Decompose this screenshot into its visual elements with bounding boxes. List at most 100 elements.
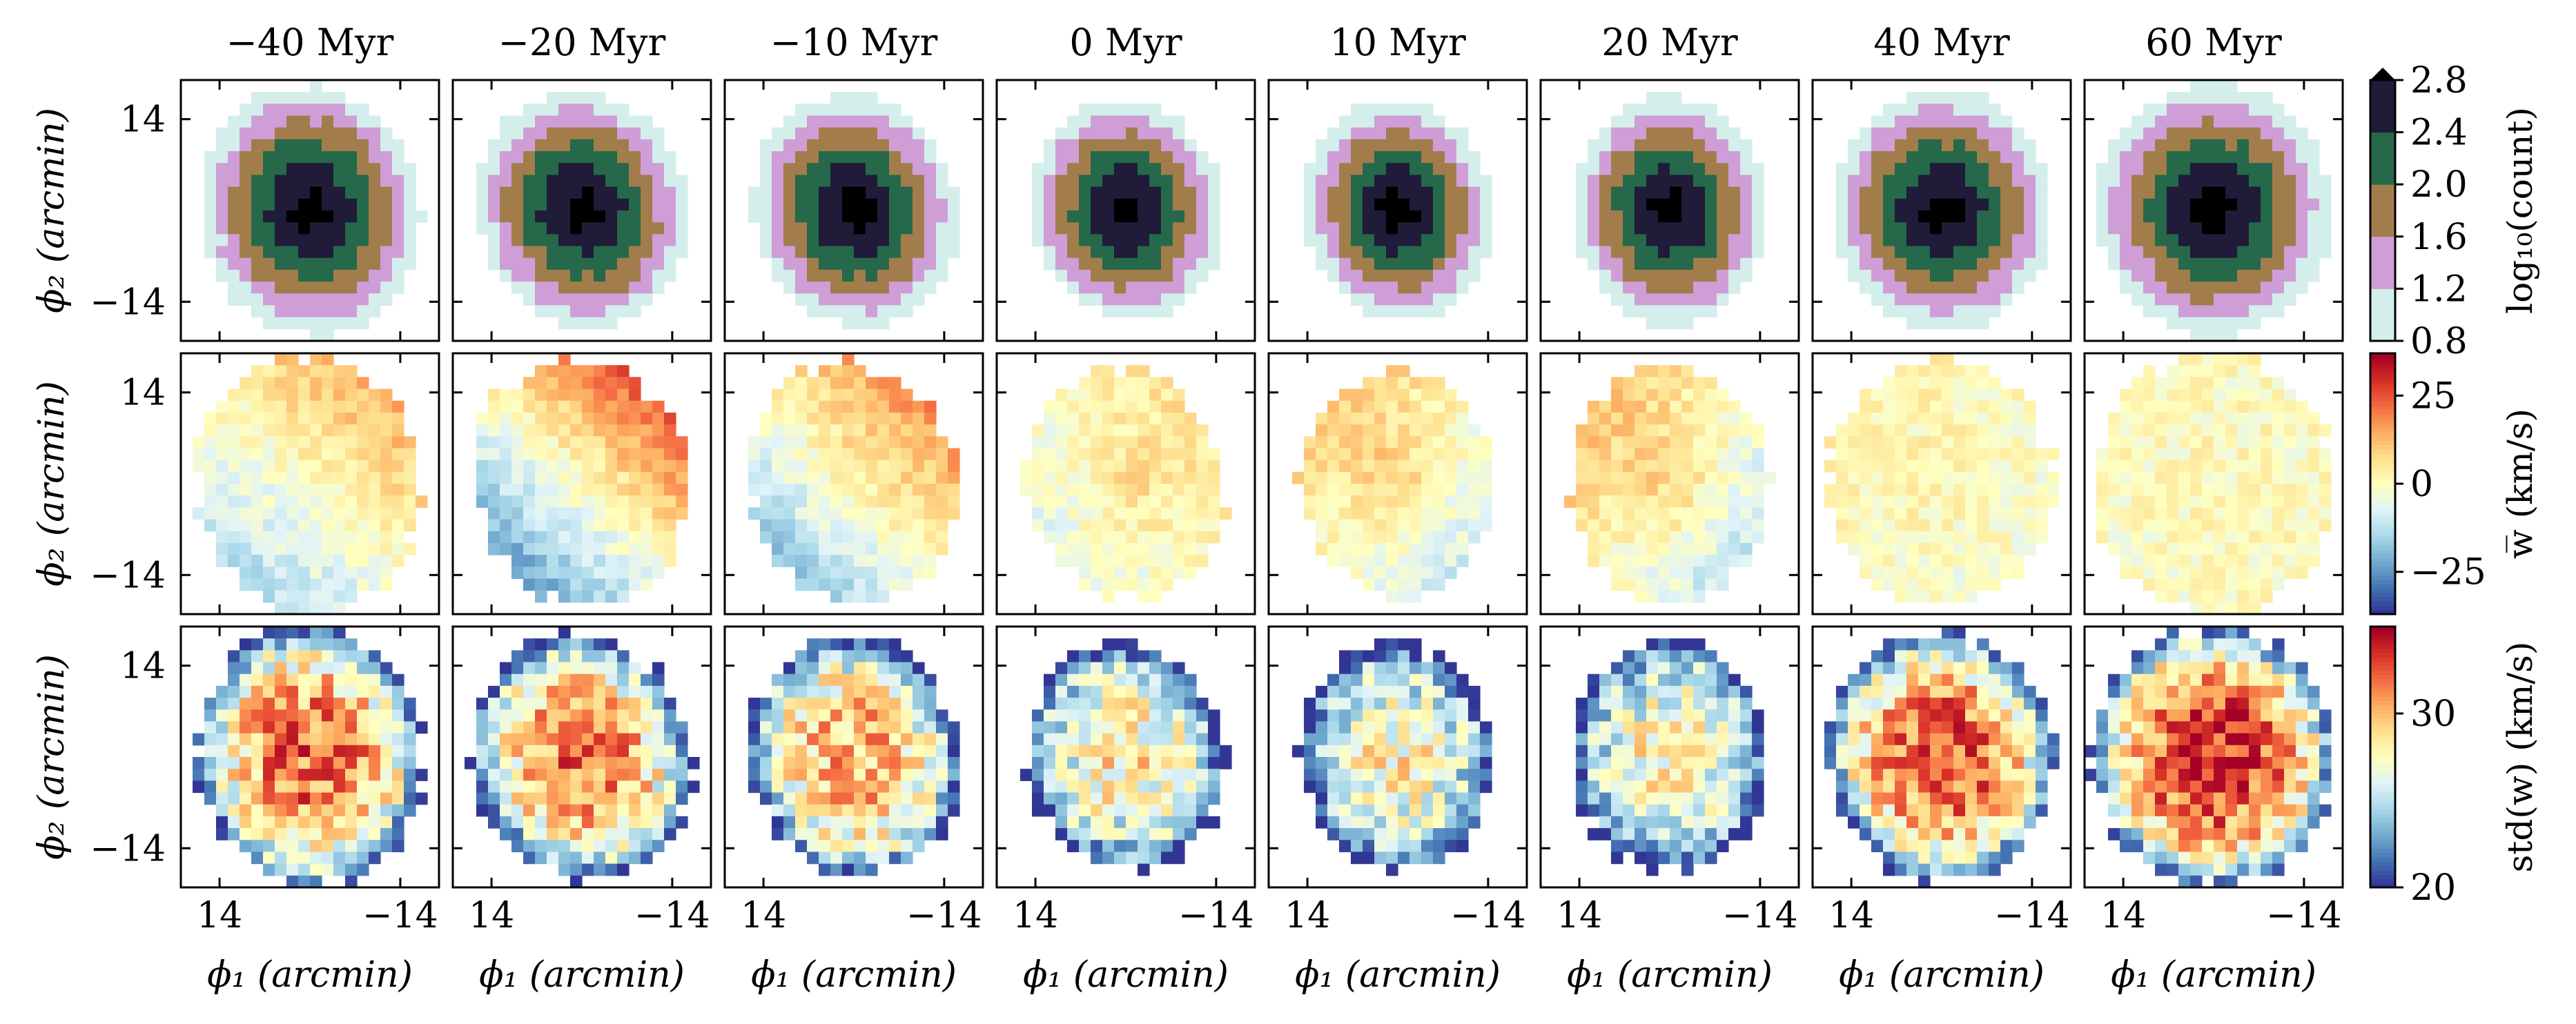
heatmap-cell — [2096, 471, 2109, 484]
heatmap-cell — [1906, 542, 1919, 555]
heatmap-cell — [1670, 127, 1682, 140]
heatmap-cell — [901, 269, 913, 282]
heatmap-cell — [807, 198, 819, 211]
heatmap-cell — [369, 127, 381, 140]
heatmap-cell — [866, 412, 878, 425]
heatmap-cell — [1456, 542, 1469, 555]
heatmap-cell — [1576, 436, 1588, 449]
heatmap-cell — [877, 222, 890, 235]
heatmap-cell — [1067, 282, 1080, 294]
heatmap-cell — [204, 448, 217, 461]
heatmap-cell — [2131, 377, 2144, 390]
heatmap-cell — [357, 163, 369, 176]
heatmap-cell — [558, 578, 571, 591]
heatmap-cell — [240, 828, 252, 840]
heatmap-cell — [2000, 139, 2013, 152]
heatmap-cell — [1576, 448, 1588, 461]
heatmap-cell — [866, 282, 878, 294]
heatmap-cell — [263, 163, 275, 176]
heatmap-cell — [1635, 400, 1647, 413]
heatmap-cell — [877, 531, 890, 544]
heatmap-cell — [2237, 555, 2250, 567]
heatmap-cell — [1067, 246, 1080, 259]
heatmap-cell — [1989, 519, 2001, 532]
heatmap-cell — [1079, 282, 1091, 294]
heatmap-cell — [641, 246, 653, 259]
heatmap-cell — [1149, 567, 1162, 580]
heatmap-cell — [1717, 269, 1729, 282]
heatmap-cell — [1623, 448, 1635, 461]
heatmap-cell — [2296, 175, 2308, 188]
heatmap-cell — [228, 210, 240, 223]
heatmap-cell — [1906, 412, 1919, 425]
heatmap-cell — [605, 305, 618, 318]
heatmap-cell — [2272, 269, 2285, 282]
heatmap-cell — [1433, 484, 1445, 496]
heatmap-cell — [2143, 234, 2156, 247]
panel-frame — [723, 352, 984, 616]
heatmap-cell — [807, 412, 819, 425]
heatmap-cell — [1374, 424, 1387, 437]
heatmap-cell — [547, 567, 559, 580]
heatmap-cell — [240, 471, 252, 484]
heatmap-cell — [310, 519, 322, 532]
heatmap-cell — [617, 210, 630, 223]
heatmap-cell — [1339, 400, 1352, 413]
heatmap-cell — [1576, 234, 1588, 247]
heatmap-cell — [1860, 519, 1872, 532]
heatmap-cell — [629, 424, 641, 437]
heatmap-cell — [594, 424, 606, 437]
heatmap-cell — [877, 317, 890, 330]
heatmap-cell — [866, 246, 878, 259]
heatmap-cell — [1740, 412, 1753, 425]
heatmap-cell — [2167, 377, 2179, 390]
heatmap-cell — [807, 115, 819, 128]
heatmap-cell — [2155, 590, 2167, 603]
heatmap-cell — [310, 578, 322, 591]
heatmap-cell — [523, 460, 536, 473]
heatmap-cell — [1114, 282, 1126, 294]
heatmap-cell — [1161, 222, 1173, 235]
heatmap-cell — [830, 127, 843, 140]
heatmap-cell — [1351, 293, 1363, 306]
heatmap-cell — [1599, 519, 1612, 532]
heatmap-cell — [1942, 590, 1954, 603]
heatmap-cell — [1883, 448, 1895, 461]
heatmap-cell — [1173, 495, 1185, 508]
heatmap-cell — [1161, 567, 1173, 580]
heatmap-cell — [511, 495, 524, 508]
heatmap-cell — [1055, 519, 1068, 532]
heatmap-cell — [2225, 186, 2238, 199]
heatmap-cell — [1126, 436, 1138, 449]
heatmap-cell — [1421, 388, 1434, 402]
heatmap-cell — [2178, 269, 2191, 282]
heatmap-cell — [1883, 495, 1895, 508]
heatmap-cell — [1044, 460, 1056, 473]
heatmap-cell — [298, 542, 311, 555]
heatmap-cell — [913, 555, 925, 567]
heatmap-cell — [1316, 531, 1328, 544]
heatmap-cell — [392, 175, 404, 188]
heatmap-cell — [2272, 175, 2285, 188]
heatmap-cell — [1670, 186, 1682, 199]
heatmap-cell — [1906, 507, 1919, 520]
heatmap-cell — [1883, 269, 1895, 282]
heatmap-cell — [2108, 234, 2120, 247]
heatmap-cell — [1126, 412, 1138, 425]
heatmap-cell — [2167, 151, 2179, 164]
heatmap-cell — [240, 388, 252, 402]
heatmap-cell — [830, 542, 843, 555]
heatmap-cell — [819, 436, 831, 449]
heatmap-cell — [2237, 305, 2250, 318]
heatmap-cell — [1871, 471, 1884, 484]
heatmap-cell — [1327, 519, 1340, 532]
heatmap-cell — [2120, 282, 2132, 294]
heatmap-cell — [594, 590, 606, 603]
heatmap-cell — [1740, 222, 1753, 235]
heatmap-cell — [1351, 555, 1363, 567]
heatmap-cell — [1576, 246, 1588, 259]
heatmap-cell — [2131, 471, 2144, 484]
heatmap-cell — [795, 282, 808, 294]
heatmap-cell — [535, 542, 547, 555]
heatmap-cell — [1363, 448, 1375, 461]
